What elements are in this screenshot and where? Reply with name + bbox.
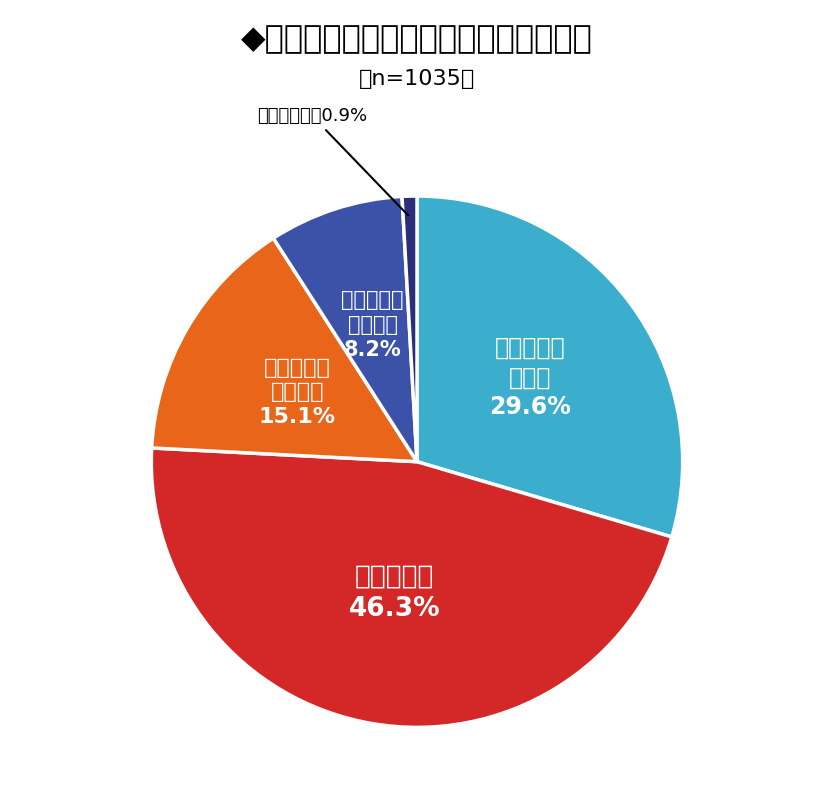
Text: あまり感じ
ていない
8.2%: あまり感じ ていない 8.2%: [341, 291, 404, 360]
Text: 感じていなち0.9%: 感じていなち0.9%: [258, 107, 408, 215]
Wedge shape: [402, 196, 417, 462]
Text: どちらとも
言えない
15.1%: どちらとも 言えない 15.1%: [259, 357, 336, 427]
Text: 感じている
46.3%: 感じている 46.3%: [349, 564, 440, 621]
Wedge shape: [417, 196, 683, 537]
Wedge shape: [274, 197, 417, 462]
Wedge shape: [151, 448, 672, 727]
Text: ◆将来起こりうる巨大地震に対する不安: ◆将来起こりうる巨大地震に対する不安: [241, 24, 593, 55]
Text: とても感じ
ている
29.6%: とても感じ ている 29.6%: [489, 335, 570, 419]
Wedge shape: [152, 238, 417, 462]
Text: （n=1035）: （n=1035）: [359, 69, 475, 89]
